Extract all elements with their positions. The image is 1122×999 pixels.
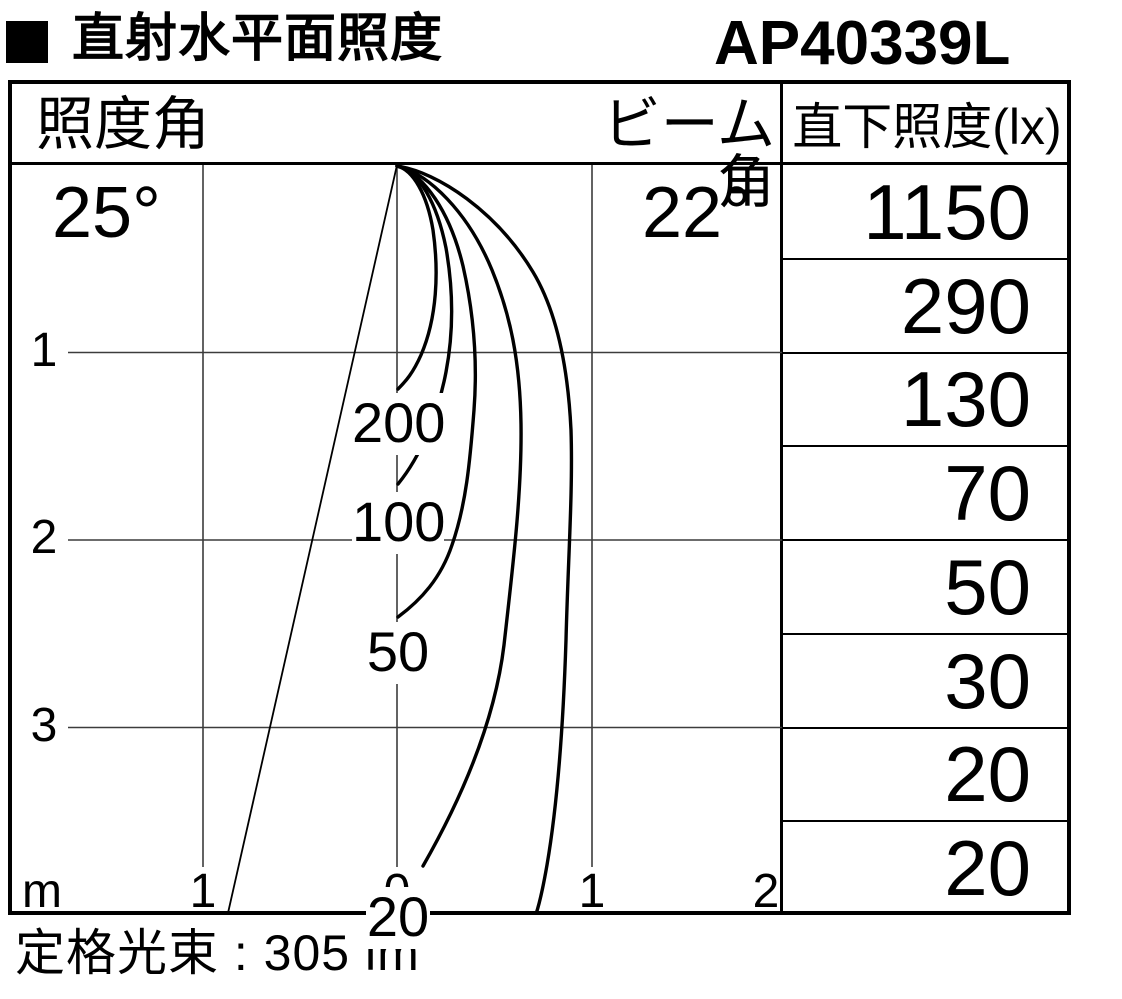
x-tick-left-1: 1 xyxy=(189,865,217,918)
x-tick-right-2: 2 xyxy=(752,865,780,918)
isolux-curve-200 xyxy=(395,165,438,391)
row-separator xyxy=(783,727,1071,729)
illuminance-value-2.0m: 70 xyxy=(944,449,1031,537)
page-title: 直射水平面照度 xyxy=(72,10,444,68)
illuminance-value-4.0m: 20 xyxy=(944,824,1031,912)
row-separator xyxy=(783,258,1071,260)
beam-angle-header: ビーム角 xyxy=(602,92,775,215)
illuminance-value-3.5m: 20 xyxy=(944,730,1031,818)
curve-label-200: 200 xyxy=(352,391,446,455)
row-separator xyxy=(783,820,1071,822)
illuminance-value-2.5m: 50 xyxy=(944,543,1031,631)
illuminance-value-3.0m: 30 xyxy=(944,637,1031,725)
curve-label-100: 100 xyxy=(352,490,446,554)
row-separator xyxy=(783,633,1071,635)
row-separator xyxy=(783,539,1071,541)
illuminance-value-1.0m: 290 xyxy=(900,262,1031,350)
section-square-icon xyxy=(6,21,48,63)
illuminance-value-1.5m: 130 xyxy=(900,355,1031,443)
column-divider xyxy=(780,80,783,915)
illuminance-angle-line xyxy=(227,165,398,914)
isolux-chart xyxy=(68,165,782,915)
y-tick-3m: 3 xyxy=(30,699,58,752)
table-frame xyxy=(8,80,1071,915)
rated-luminous-flux: 定格光束 : 305 lm xyxy=(15,925,420,981)
y-tick-2m: 2 xyxy=(30,511,58,564)
curve-label-50: 50 xyxy=(358,622,438,684)
illuminance-angle-header: 照度角 xyxy=(36,92,211,157)
illuminance-angle-value: 25° xyxy=(52,173,161,253)
header-underline xyxy=(8,162,1071,165)
row-separator xyxy=(783,352,1071,354)
axis-unit-label: m xyxy=(22,865,62,918)
product-code: AP40339L xyxy=(714,9,1011,78)
direct-illuminance-header: 直下照度(lx) xyxy=(792,99,1062,155)
isolux-curve-50 xyxy=(395,165,478,619)
curve-label-20: 20 xyxy=(366,885,430,949)
isolux-curves xyxy=(395,165,574,915)
isolux-curve-outer xyxy=(395,165,574,915)
illuminance-value-0.5m: 1150 xyxy=(863,168,1031,256)
y-tick-1m: 1 xyxy=(30,324,58,377)
beam-angle-value: 22° xyxy=(642,173,751,253)
isolux-curve-20 xyxy=(395,165,523,868)
x-tick-right-1: 1 xyxy=(578,865,606,918)
row-separator xyxy=(783,445,1071,447)
